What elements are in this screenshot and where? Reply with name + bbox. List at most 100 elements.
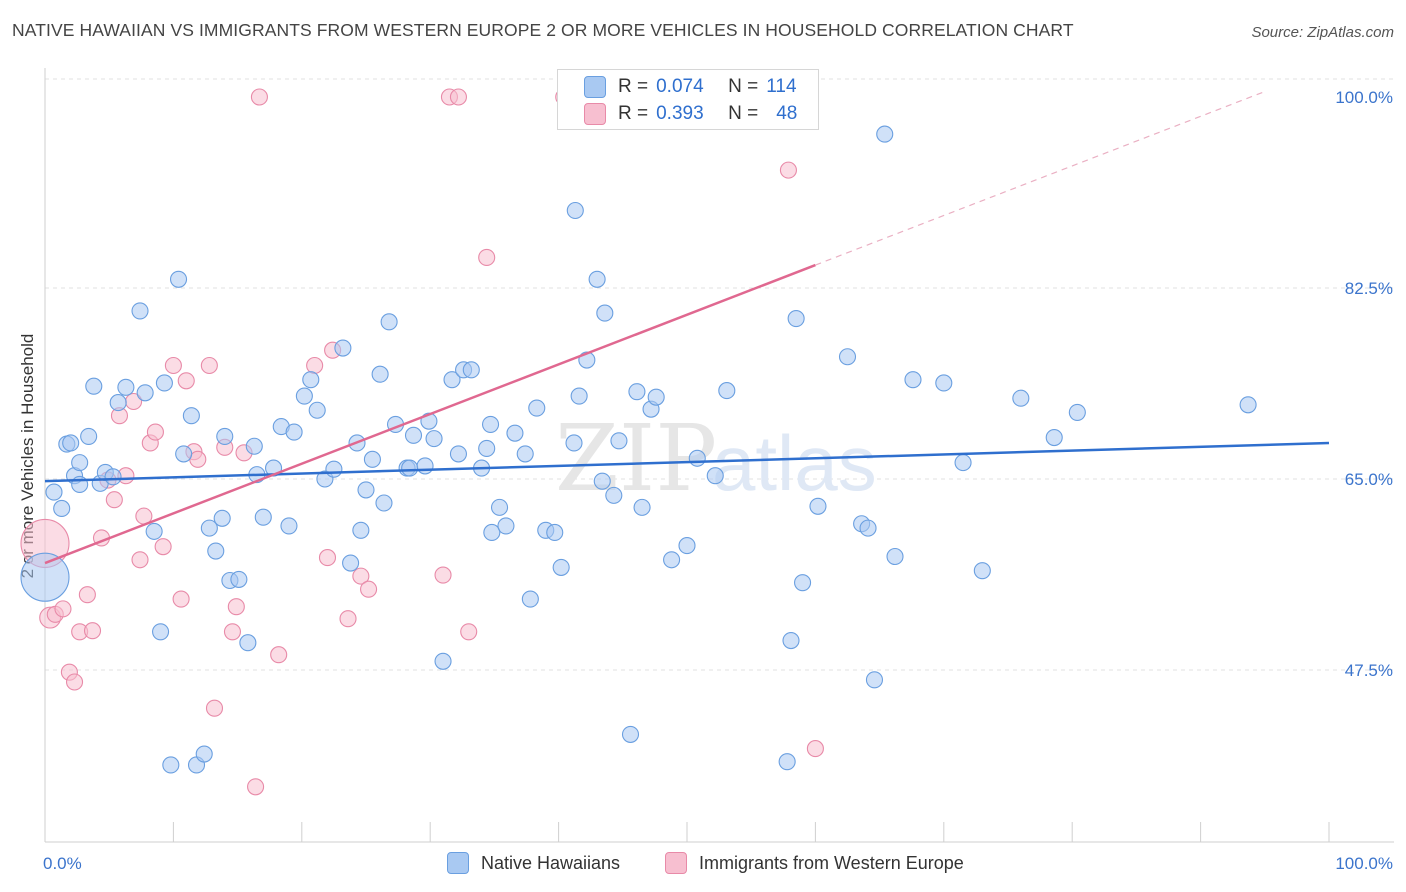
blue-point <box>325 460 343 478</box>
blue-point <box>200 519 218 537</box>
blue-point <box>109 394 127 412</box>
x-tick-label: 100.0% <box>1335 854 1393 873</box>
blue-point <box>371 365 389 383</box>
blue-point <box>628 383 646 401</box>
blue-point <box>169 270 188 288</box>
y-tick-label: 65.0% <box>1345 470 1393 489</box>
blue-point <box>865 671 884 689</box>
blue-point <box>506 424 524 442</box>
blue-point <box>20 552 70 602</box>
pink-point <box>105 491 123 509</box>
blue-point <box>478 439 496 457</box>
blue-point <box>593 472 611 490</box>
blue-point <box>552 558 570 576</box>
blue-point <box>886 547 904 566</box>
blue-point <box>859 519 877 537</box>
pink-point <box>146 423 164 441</box>
y-tick-label: 47.5% <box>1345 661 1393 680</box>
blue-point <box>954 454 972 472</box>
blue-point <box>449 445 467 463</box>
pink-point <box>172 590 190 608</box>
blue-point <box>62 434 80 452</box>
legend-label: Immigrants from Western Europe <box>699 852 964 873</box>
blue-point <box>162 756 180 774</box>
stats-r-label: R = <box>618 76 649 97</box>
bottom-legend: Native Hawaiians Immigrants from Western… <box>0 852 1406 878</box>
pink-point <box>318 549 337 567</box>
blue-point <box>280 517 298 535</box>
pink-point <box>478 248 496 266</box>
blue-point <box>230 570 248 588</box>
blue-point <box>363 450 381 468</box>
pink-point <box>177 372 195 390</box>
blue-point <box>53 499 71 518</box>
legend-item-western-europe: Immigrants from Western Europe <box>665 852 964 874</box>
blue-point <box>481 415 500 433</box>
blue-point <box>516 445 534 463</box>
blue-point <box>794 574 812 592</box>
chart-title: NATIVE HAWAIIAN VS IMMIGRANTS FROM WESTE… <box>12 20 1074 40</box>
blue-point <box>718 382 736 400</box>
blue-point <box>404 426 423 444</box>
stats-n-value: 114 <box>766 76 797 97</box>
blue-point <box>104 468 122 486</box>
blue-point <box>308 401 326 419</box>
blue-point <box>621 725 640 743</box>
pink-point <box>806 740 824 758</box>
blue-point <box>935 374 953 392</box>
blue-point <box>647 388 665 406</box>
pink-point <box>449 88 467 106</box>
blue-point <box>352 521 370 539</box>
blue-point <box>152 623 170 641</box>
blue-point <box>254 508 272 526</box>
blue-point <box>1068 403 1086 421</box>
blue-point <box>782 631 800 650</box>
blue-point <box>175 445 193 463</box>
blue-point <box>566 201 584 220</box>
blue-point <box>155 374 173 392</box>
blue-point <box>207 542 225 560</box>
blue-point <box>195 745 213 763</box>
blue-point <box>588 270 606 288</box>
blue-point <box>570 387 588 405</box>
trend-lines <box>44 90 1330 565</box>
pink-point <box>223 623 242 641</box>
blue-point <box>45 483 63 501</box>
pink-point <box>154 538 172 556</box>
blue-point <box>809 497 827 515</box>
pink-point <box>250 88 268 106</box>
pink-point <box>779 161 797 179</box>
source-credit: Source: ZipAtlas.com <box>1251 24 1394 41</box>
blue-point <box>663 551 681 569</box>
blue-point <box>904 371 922 389</box>
blue-point <box>145 522 163 540</box>
blue-series-points <box>20 125 1257 774</box>
blue-point <box>787 310 805 328</box>
blue-point <box>497 517 515 535</box>
gridlines <box>45 78 1394 671</box>
legend-swatch-blue <box>447 852 469 874</box>
stats-n-label: N = <box>728 103 759 124</box>
pink-point <box>83 622 102 640</box>
blue-point <box>375 494 393 512</box>
stats-row-blue: R = 0.074 N = 114 <box>558 74 797 100</box>
tick-labels: 100.0% 82.5% 65.0% 47.5% 0.0% 100.0% <box>43 88 1393 873</box>
y-tick-label: 82.5% <box>1345 279 1393 298</box>
pink-point <box>360 580 378 598</box>
blue-point <box>213 509 231 527</box>
stats-legend: R = 0.074 N = 114 R = 0.393 N = 48 <box>557 69 819 130</box>
blue-point <box>596 304 614 322</box>
stats-r-label: R = <box>618 103 649 124</box>
pink-point <box>200 356 218 375</box>
pink-trend-extension <box>815 90 1266 266</box>
blue-point <box>610 432 628 450</box>
blue-point <box>678 537 696 555</box>
pink-point <box>65 673 84 691</box>
blue-point <box>605 486 623 504</box>
pink-point <box>227 598 245 616</box>
blue-point <box>434 652 452 670</box>
legend-swatch-pink <box>665 852 687 874</box>
blue-point <box>357 481 375 499</box>
blue-point <box>1012 389 1030 407</box>
